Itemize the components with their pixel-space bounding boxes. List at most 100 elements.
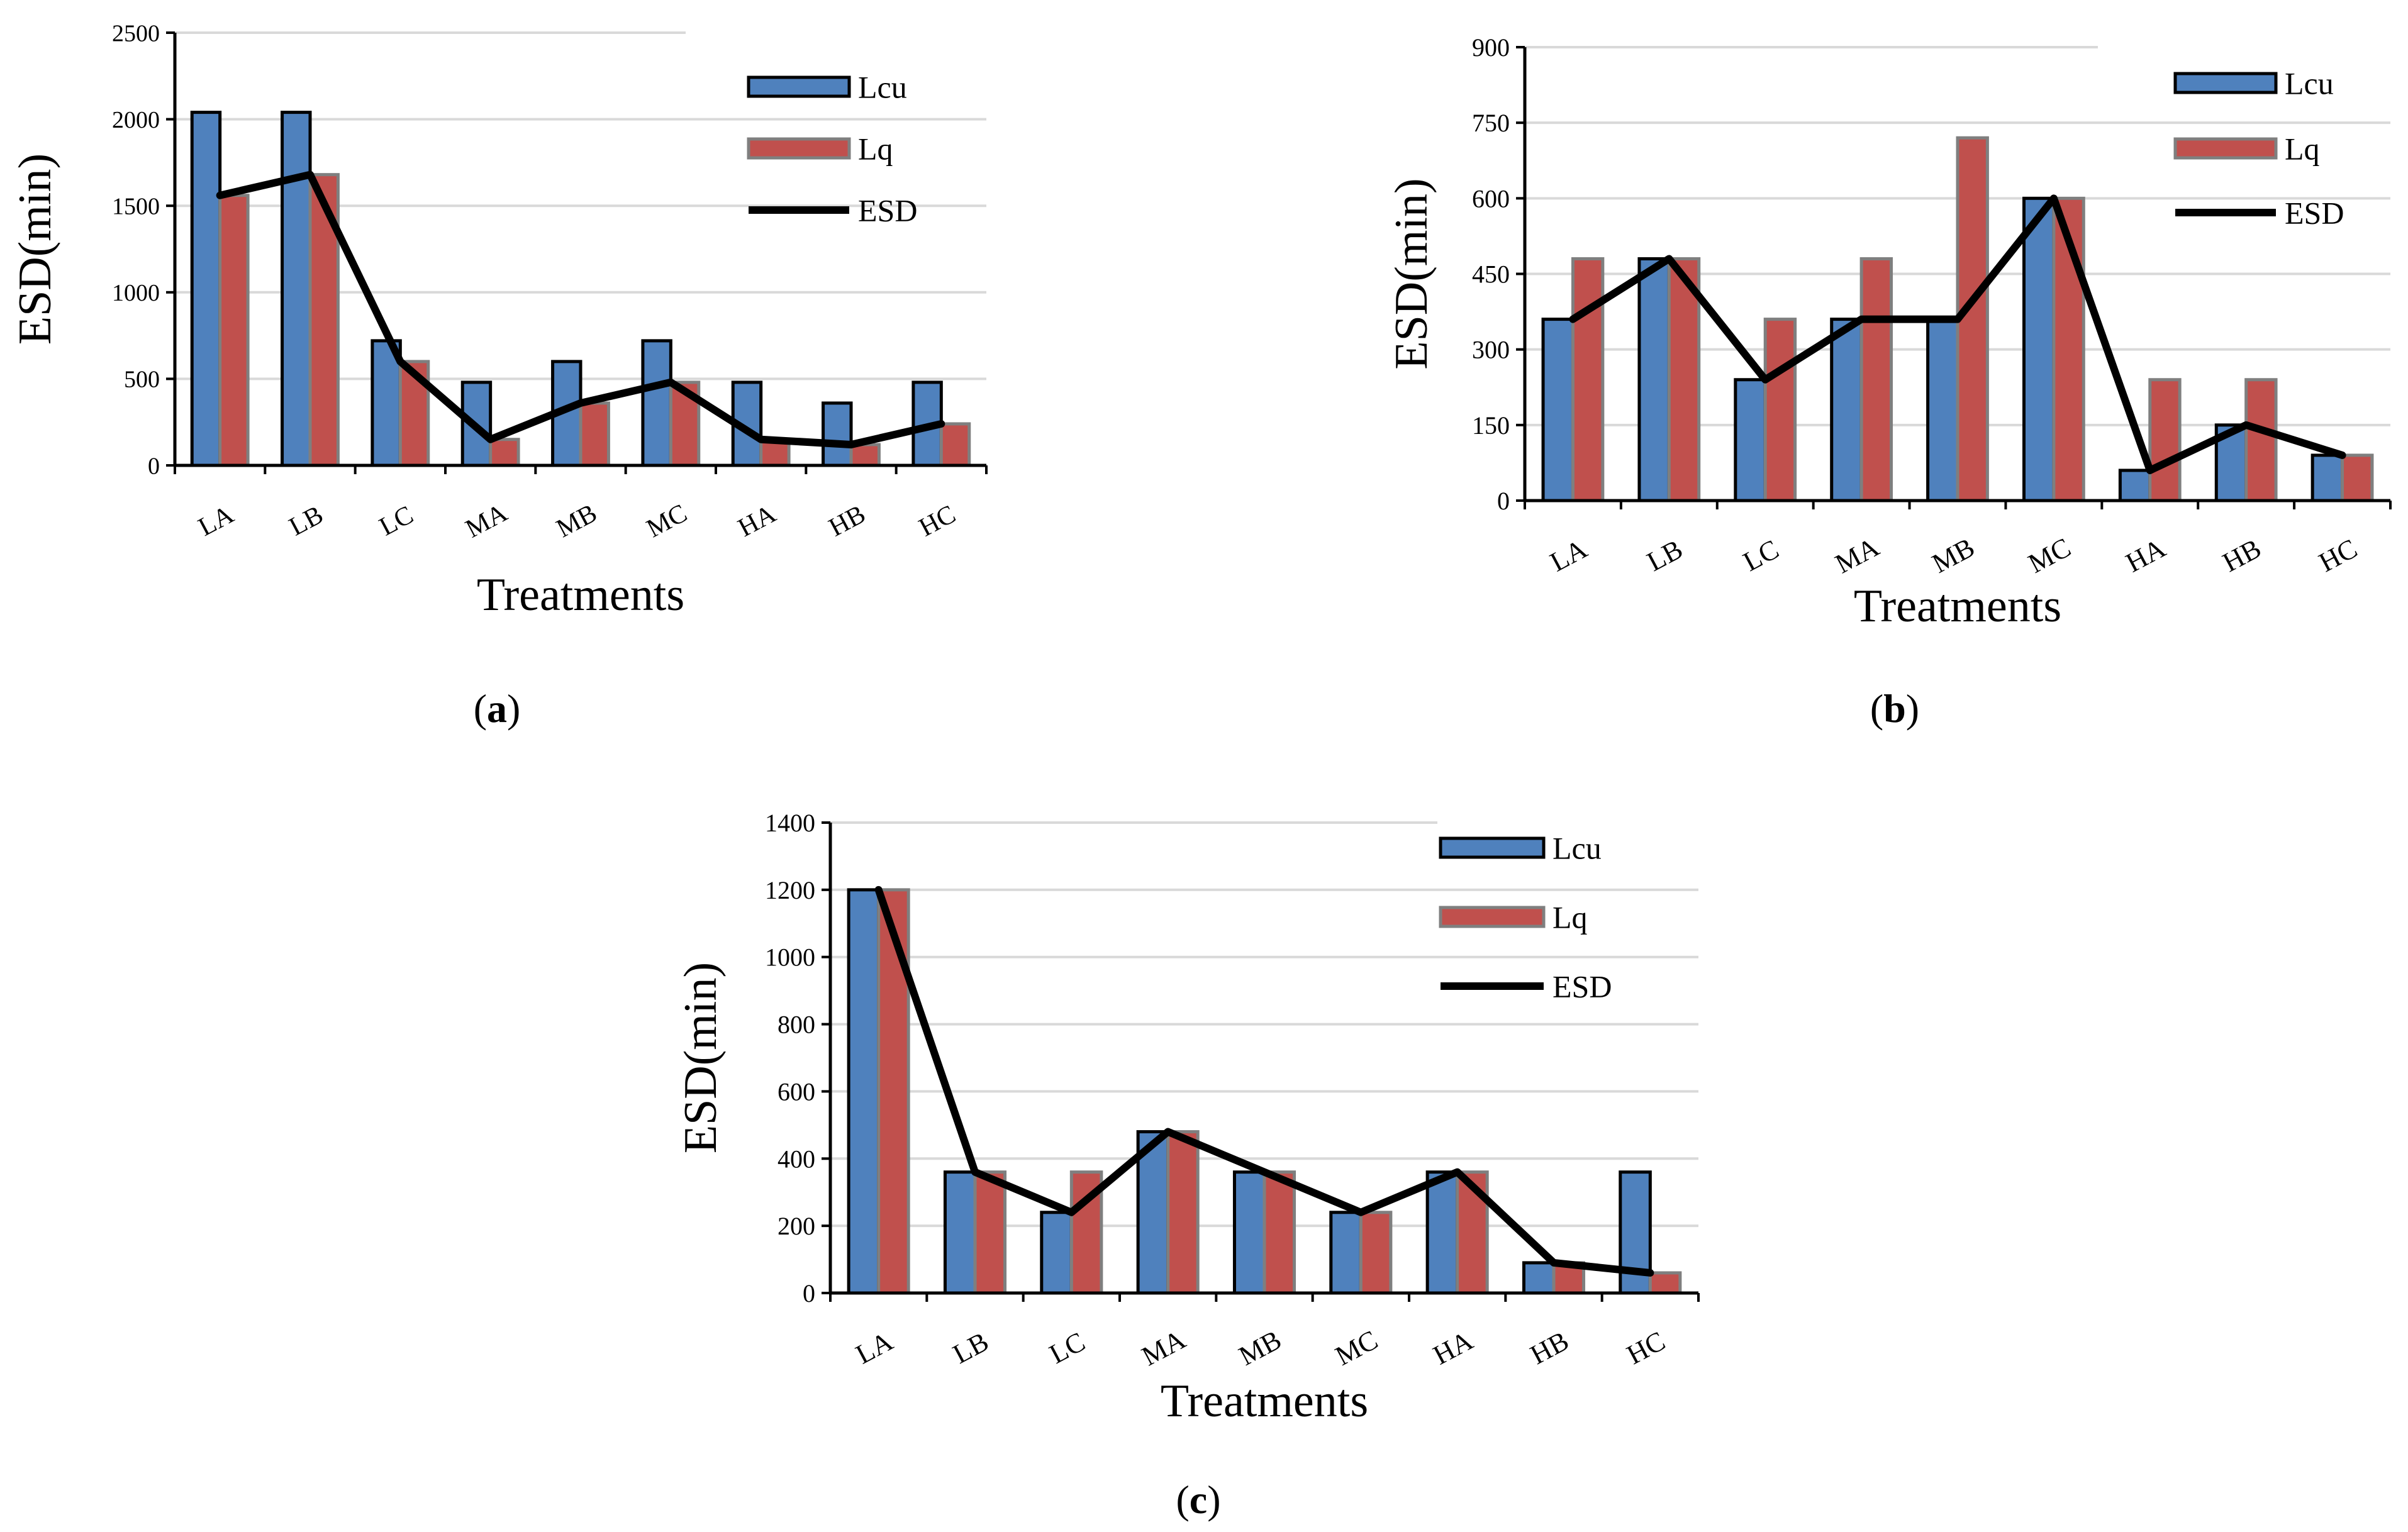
x-tick-label-mb: MB: [1927, 531, 1979, 579]
legend-swatch-lq: [1439, 906, 1546, 928]
bar-lq-la: [877, 888, 910, 1295]
panel-label-b: (b): [1870, 686, 1919, 731]
line-esd: [216, 170, 945, 448]
y-tick-label: 600: [1472, 184, 1510, 213]
x-tick-label-ma: MA: [461, 498, 513, 544]
bar-lq-la: [218, 194, 250, 467]
x-tick-label-ha: HA: [733, 499, 781, 543]
y-tick-label: 0: [1497, 487, 1510, 515]
legend-swatch-lcu: [1439, 836, 1546, 859]
bar-lq-hc: [1648, 1271, 1682, 1295]
panel-label-b-letter: b: [1883, 686, 1906, 731]
bar-lq-lc: [1763, 318, 1797, 502]
y-tick-label: 1400: [765, 809, 815, 837]
bar-lq-ma: [1166, 1130, 1200, 1295]
legend-label-lq: Lq: [1552, 900, 1588, 935]
legend-label-lcu: Lcu: [858, 70, 907, 105]
bar-lq-la: [1571, 257, 1605, 502]
bar-lq-hc: [2341, 453, 2374, 502]
legend-label-esd: ESD: [2285, 196, 2344, 231]
legend-label-lq: Lq: [858, 131, 893, 167]
x-tick-label-la: LA: [850, 1326, 898, 1370]
bar-lcu-la: [190, 111, 222, 467]
x-tick-label-mc: MC: [2023, 531, 2075, 579]
panel-label-a: (a): [474, 686, 521, 731]
x-tick-label-hc: HC: [915, 500, 961, 543]
y-tick-label: 300: [1472, 336, 1510, 364]
line-esd: [874, 885, 1654, 1277]
bar-lq-mc: [1359, 1211, 1393, 1295]
legend-label-lcu: Lcu: [1552, 831, 1602, 866]
bar-lcu-hb: [1522, 1261, 1556, 1295]
x-tick-label-lc: LC: [1044, 1326, 1090, 1370]
x-tick-label-ha: HA: [1428, 1325, 1478, 1371]
x-tick-label-la: LA: [1545, 533, 1592, 578]
bar-lq-ma: [489, 438, 520, 467]
y-tick-label: 800: [778, 1011, 815, 1039]
x-tick-label-ma: MA: [1830, 531, 1884, 580]
chart-panel-b: 0 150 300 450 600 750 900 LA LB LC MA MB MC HA HB HC Tre…: [1386, 33, 2392, 632]
y-tick-label: 0: [803, 1279, 815, 1307]
bar-lq-mb: [1263, 1170, 1296, 1295]
bar-lcu-lb: [1637, 257, 1671, 502]
x-tick-label-hc: HC: [1622, 1325, 1670, 1370]
y-tick-label: 750: [1472, 109, 1510, 137]
bar-lcu-lc: [1734, 378, 1767, 502]
bar-lq-lb: [973, 1170, 1007, 1295]
y-tick-label: 500: [124, 367, 160, 393]
x-tick-label-lb: LB: [1642, 533, 1688, 577]
legend-swatch-lcu: [2173, 72, 2278, 94]
panel-label-c: (c): [1176, 1477, 1220, 1522]
x-tick-label-ma: MA: [1137, 1324, 1191, 1372]
y-tick-label: 400: [778, 1145, 815, 1173]
bar-lq-ha: [2148, 378, 2182, 502]
bar-lcu-hc: [2310, 453, 2344, 502]
y-tick-label: 1000: [765, 943, 815, 972]
bar-lq-mb: [579, 401, 610, 467]
x-tick-label-mc: MC: [642, 499, 692, 543]
chart-panel-c: 0 200 400 600 800 1000 1200 1400 LA LB LC MA MB MC HA H…: [675, 809, 1700, 1427]
y-tick-label: 450: [1472, 260, 1510, 289]
bar-lq-hb: [2244, 378, 2278, 502]
y-tick-label: 1000: [112, 280, 160, 306]
bar-lcu-mc: [2022, 196, 2056, 502]
bar-lcu-mc: [641, 339, 672, 467]
x-tick-label-hb: HB: [1525, 1325, 1574, 1370]
y-tick-label: 0: [148, 453, 160, 479]
legend-swatch-lq: [747, 137, 851, 160]
legend-label-esd: ESD: [1552, 969, 1612, 1004]
y-tick-label: 600: [778, 1077, 815, 1106]
legend-label-lq: Lq: [2285, 131, 2320, 167]
bar-lcu-lc: [1040, 1211, 1073, 1295]
line-esd: [1569, 194, 2346, 474]
legend-label-esd: ESD: [858, 193, 917, 228]
legend-swatch-lcu: [747, 75, 851, 98]
x-tick-label-ha: HA: [2121, 533, 2170, 579]
bar-lcu-lc: [371, 339, 402, 467]
x-tick-label-lb: LB: [284, 501, 328, 542]
bar-lcu-lb: [943, 1170, 977, 1295]
x-tick-label-mb: MB: [1234, 1324, 1286, 1371]
y-tick-label: 150: [1472, 411, 1510, 440]
panel-label-c-letter: c: [1190, 1477, 1207, 1522]
bar-lq-hb: [849, 443, 881, 467]
bar-lcu-la: [1541, 318, 1575, 502]
bar-lcu-mc: [1329, 1211, 1363, 1295]
bar-lcu-lb: [281, 111, 312, 467]
x-axis-title: Treatments: [1161, 1375, 1368, 1427]
legend-swatch-lq: [2173, 137, 2278, 160]
bar-lcu-ha: [2118, 469, 2152, 502]
bar-lcu-mb: [1232, 1170, 1266, 1295]
x-tick-label-lb: LB: [948, 1326, 994, 1370]
y-tick-label: 200: [778, 1212, 815, 1240]
y-axis-title: ESD(min): [675, 962, 727, 1153]
y-tick-label: 900: [1472, 33, 1510, 62]
x-tick-label-lc: LC: [375, 501, 418, 542]
bar-lcu-mb: [1926, 318, 1959, 502]
x-axis-title: Treatments: [477, 569, 684, 621]
bar-lq-ma: [1859, 257, 1893, 502]
x-tick-label-mb: MB: [552, 499, 601, 543]
x-tick-label-mc: MC: [1330, 1324, 1383, 1371]
y-tick-label: 2500: [112, 20, 160, 47]
